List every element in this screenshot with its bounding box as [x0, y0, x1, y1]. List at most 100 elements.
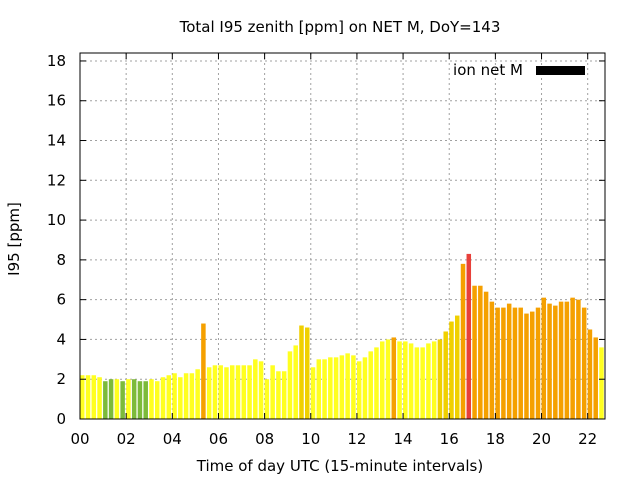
bar: [80, 375, 85, 419]
bar: [206, 367, 212, 419]
bar: [281, 371, 287, 419]
bar: [85, 375, 91, 419]
bar: [293, 345, 298, 419]
x-axis-label: Time of day UTC (15-minute intervals): [196, 457, 483, 475]
y-tick-label: 12: [47, 171, 66, 189]
x-tick-label: 08: [255, 430, 274, 448]
bar: [155, 381, 160, 419]
bar: [120, 381, 125, 419]
bar: [305, 327, 310, 419]
bar: [224, 367, 229, 419]
bar: [172, 373, 177, 419]
bar: [391, 337, 397, 419]
bar: [501, 307, 506, 419]
y-tick-label: 16: [47, 92, 66, 110]
bar: [183, 373, 189, 419]
bar: [581, 307, 587, 419]
y-tick-labels: 0 2 4 6 8 10 12 14 16 18: [47, 52, 66, 428]
x-tick-label: 14: [394, 430, 413, 448]
bar: [524, 313, 529, 419]
bar: [212, 365, 218, 419]
y-axis-label: I95 [ppm]: [5, 202, 23, 276]
bar: [322, 359, 327, 419]
bar: [362, 357, 368, 419]
bar: [420, 347, 425, 419]
bar: [449, 321, 454, 419]
bar: [149, 379, 154, 419]
bar: [345, 353, 350, 419]
y-tick-label: 0: [56, 410, 66, 428]
x-tick-label: 10: [301, 430, 320, 448]
y-tick-label: 4: [56, 330, 66, 348]
bar: [178, 377, 183, 419]
bar: [541, 297, 547, 419]
bar: [397, 341, 402, 419]
bar: [131, 379, 137, 419]
bar: [553, 305, 558, 419]
bar: [137, 381, 143, 419]
bar: [564, 301, 570, 419]
y-tick-label: 6: [56, 291, 66, 309]
bar: [512, 307, 518, 419]
bar: [160, 377, 166, 419]
x-tick-label: 06: [209, 430, 228, 448]
bar: [558, 301, 564, 419]
x-tick-label: 18: [486, 430, 505, 448]
bar: [576, 299, 581, 419]
y-tick-label: 18: [47, 52, 66, 70]
bar: [437, 339, 443, 419]
bar: [230, 365, 235, 419]
bar: [593, 337, 598, 419]
x-tick-labels: 00 02 04 06 08 10 12 14 16 18 20 22: [70, 430, 597, 448]
bar: [201, 323, 206, 419]
bar: [310, 367, 316, 419]
bar: [472, 285, 477, 419]
bar: [495, 307, 500, 419]
bar: [408, 343, 414, 419]
bar: [143, 381, 148, 419]
bar: [316, 359, 322, 419]
bar: [258, 361, 264, 419]
legend-label: ion net M: [453, 61, 523, 79]
bar: [599, 347, 604, 419]
bar: [126, 379, 131, 419]
bar: [270, 365, 275, 419]
bar: [339, 355, 345, 419]
x-tick-label: 12: [347, 430, 366, 448]
ticks: [79, 53, 605, 420]
bar: [535, 307, 541, 419]
bar: [455, 315, 460, 419]
bar: [460, 263, 466, 419]
bar: [195, 369, 200, 419]
bar: [547, 303, 552, 419]
bar: [114, 379, 120, 419]
bar: [426, 343, 431, 419]
bar: [189, 373, 195, 419]
bar: [247, 365, 252, 419]
bar: [166, 375, 172, 419]
bar: [489, 301, 495, 419]
bar: [478, 285, 483, 419]
x-tick-label: 02: [117, 430, 136, 448]
bar: [351, 355, 356, 419]
chart-title: Total I95 zenith [ppm] on NET M, DoY=143: [179, 18, 501, 36]
bars: [80, 253, 604, 419]
bar: [506, 303, 512, 419]
bar: [414, 347, 420, 419]
y-tick-label: 10: [47, 211, 66, 229]
bar: [483, 291, 489, 419]
bar: [264, 379, 270, 419]
bar: [235, 365, 241, 419]
bar: [97, 377, 102, 419]
y-tick-label: 2: [56, 370, 66, 388]
bar: [287, 351, 293, 419]
bar: [103, 381, 108, 419]
bar: [518, 307, 523, 419]
bar: [587, 329, 593, 419]
bar: [333, 357, 339, 419]
bar: [218, 365, 223, 419]
bar: [253, 359, 258, 419]
bar: [466, 253, 472, 419]
bar: [380, 341, 385, 419]
